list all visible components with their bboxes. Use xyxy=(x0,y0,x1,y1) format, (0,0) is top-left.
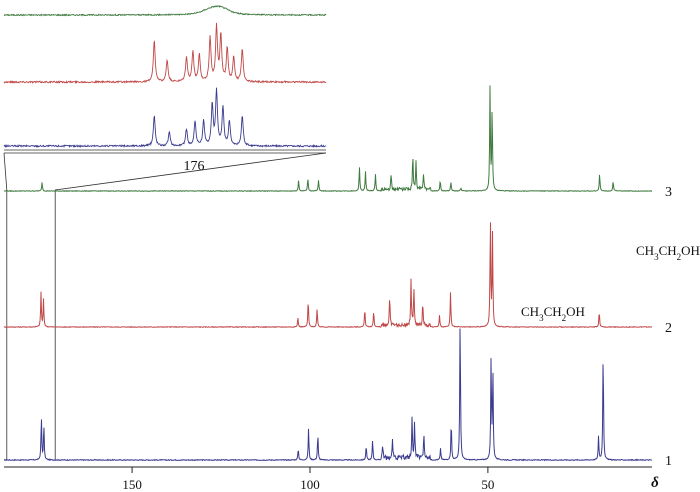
x-tick-label-150: 150 xyxy=(122,477,142,492)
spectrum-label-3: 3 xyxy=(665,185,672,200)
inset-line-1 xyxy=(3,87,327,149)
spectrum-label-2: 2 xyxy=(665,321,672,336)
inset-spectrum-1 xyxy=(3,87,327,149)
annotation-ethanol-1: CH3CH2OH xyxy=(521,304,585,323)
spectrum-2: 2 xyxy=(3,222,672,336)
guide-line-left xyxy=(3,152,8,460)
spectrum-line-1 xyxy=(3,328,653,462)
inset-panel: 176 xyxy=(3,5,327,174)
annotation-ethanol-2: CH3CH2OH xyxy=(636,243,700,262)
inset-spectrum-2 xyxy=(3,22,327,84)
inset-spectrum-3 xyxy=(3,5,327,17)
x-axis-label: δ xyxy=(651,475,659,491)
inset-line-2 xyxy=(3,22,327,84)
guide-line-right xyxy=(54,152,327,460)
x-axis: 150 100 50 xyxy=(4,466,652,492)
x-tick-label-50: 50 xyxy=(481,477,494,492)
spectrum-line-2 xyxy=(3,222,653,329)
spectrum-3: 3 xyxy=(3,85,672,200)
spectrum-line-3 xyxy=(3,85,653,193)
inset-line-3 xyxy=(3,5,327,17)
x-tick-label-100: 100 xyxy=(300,477,320,492)
main-spectra: 1 2 3 xyxy=(3,85,672,469)
spectrum-1: 1 xyxy=(3,328,672,469)
annotations: CH3CH2OH CH3CH2OH xyxy=(521,243,700,323)
inset-guide-lines xyxy=(3,152,327,460)
inset-label: 176 xyxy=(184,159,205,174)
spectrum-label-1: 1 xyxy=(665,454,672,469)
